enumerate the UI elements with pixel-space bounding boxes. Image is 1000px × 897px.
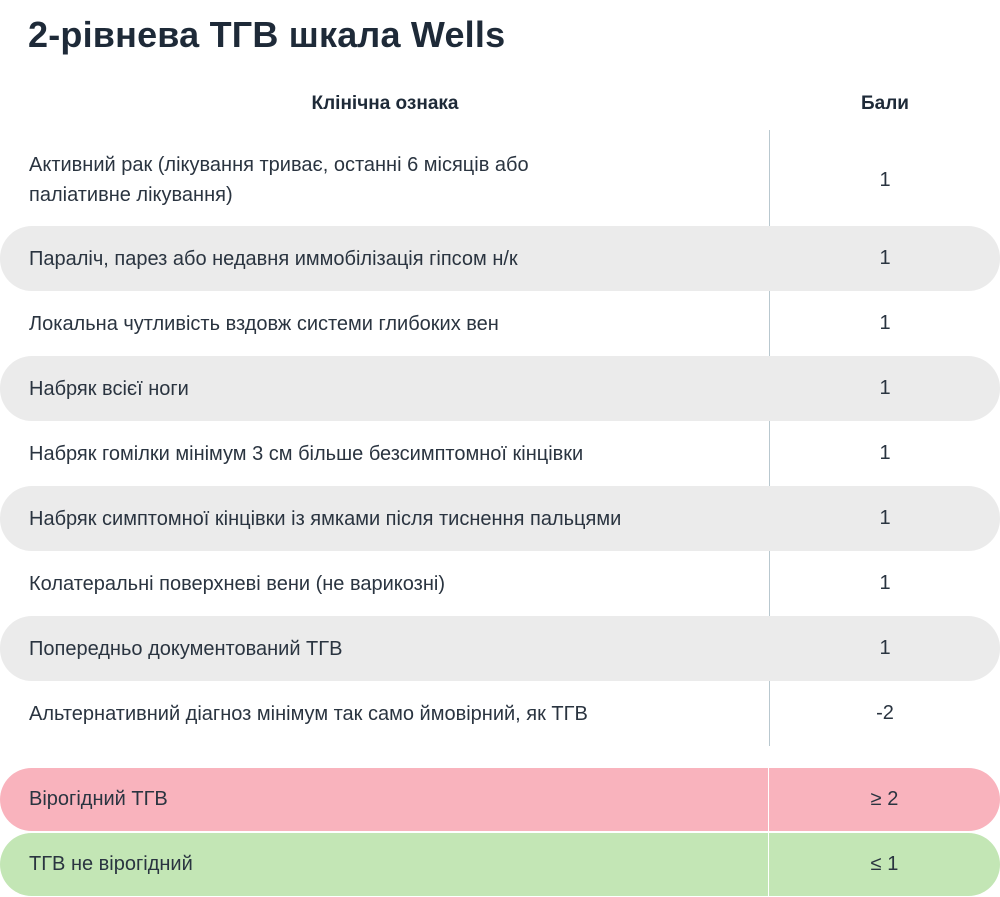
criterion-text: Параліч, парез або недавня иммобілізація… bbox=[29, 247, 518, 270]
table-row: Набряк всієї ноги 1 bbox=[0, 356, 1000, 421]
result-row-unlikely: ТГВ не вірогідний ≤ 1 bbox=[0, 833, 1000, 896]
criterion-text: Набряк гомілки мінімум 3 см більше безси… bbox=[29, 442, 584, 465]
column-header-points: Бали bbox=[861, 93, 909, 114]
result-unlikely-points: ≤ 1 bbox=[870, 853, 899, 875]
table-row: Набряк симптомної кінцівки із ямками піс… bbox=[0, 486, 1000, 551]
criterion-points: 1 bbox=[879, 247, 891, 269]
page-title: 2-рівнева ТГВ шкала Wells bbox=[28, 14, 506, 55]
column-divider bbox=[769, 130, 770, 746]
column-header-feature: Клінічна ознака bbox=[311, 93, 459, 114]
criterion-points: 1 bbox=[879, 637, 891, 659]
result-likely-points: ≥ 2 bbox=[870, 788, 899, 810]
result-row-likely: Вірогідний ТГВ ≥ 2 bbox=[0, 768, 1000, 831]
result-unlikely-label: ТГВ не вірогідний bbox=[0, 833, 769, 896]
criterion-points: -2 bbox=[876, 702, 894, 724]
table-row: Альтернативний діагноз мінімум так само … bbox=[0, 681, 1000, 746]
result-likely-label: Вірогідний ТГВ bbox=[0, 768, 769, 831]
table-row: Набряк гомілки мінімум 3 см більше безси… bbox=[0, 421, 1000, 486]
criterion-text: Набряк симптомної кінцівки із ямками піс… bbox=[29, 507, 622, 530]
criterion-points: 1 bbox=[879, 572, 891, 594]
table-row: Локальна чутливість вздовж системи глибо… bbox=[0, 291, 1000, 356]
criterion-text: Колатеральні поверхневі вени (не варикоз… bbox=[29, 572, 445, 595]
criterion-points: 1 bbox=[879, 168, 891, 191]
criterion-text: Попередньо документований ТГВ bbox=[29, 637, 343, 660]
criterion-points: 1 bbox=[879, 377, 891, 399]
table-row: Активний рак (лікування триває, останні … bbox=[0, 134, 1000, 226]
criteria-table: Активний рак (лікування триває, останні … bbox=[0, 134, 1000, 746]
criterion-text: Набряк всієї ноги bbox=[29, 377, 189, 400]
criterion-text: Альтернативний діагноз мінімум так само … bbox=[29, 702, 588, 725]
criterion-text: Активний рак (лікування триває, останні … bbox=[29, 154, 529, 206]
table-row: Колатеральні поверхневі вени (не варикоз… bbox=[0, 551, 1000, 616]
criterion-points: 1 bbox=[879, 312, 891, 334]
table-row: Попередньо документований ТГВ 1 bbox=[0, 616, 1000, 681]
criterion-points: 1 bbox=[879, 507, 891, 529]
table-row: Параліч, парез або недавня иммобілізація… bbox=[0, 226, 1000, 291]
criterion-points: 1 bbox=[879, 442, 891, 464]
criterion-text: Локальна чутливість вздовж системи глибо… bbox=[29, 312, 499, 335]
